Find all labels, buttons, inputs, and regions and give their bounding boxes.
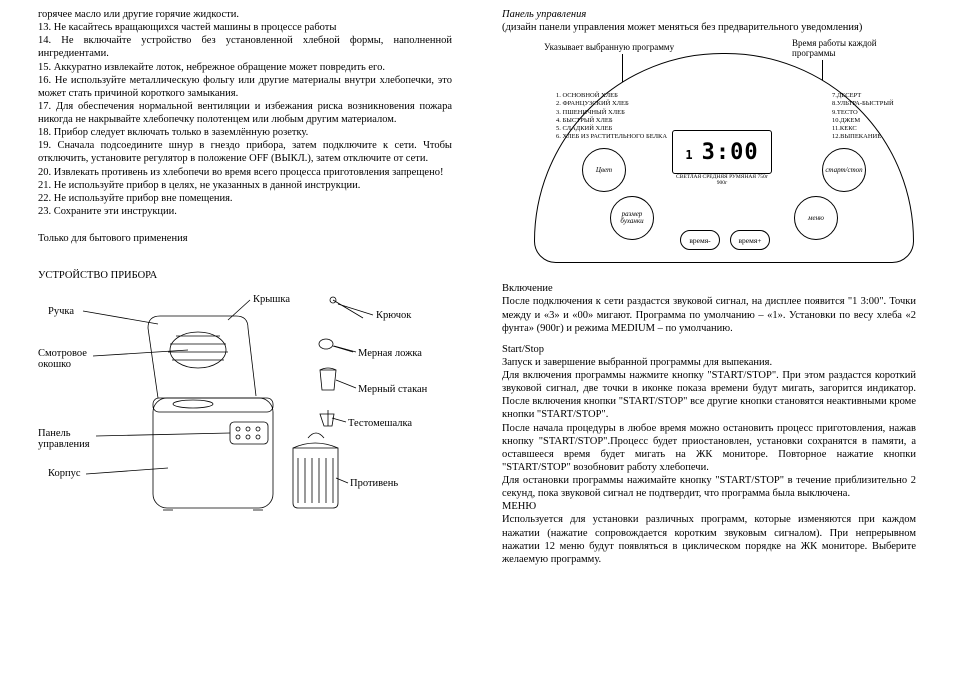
warn-17: 17. Для обеспечения нормальной вентиляци… (38, 100, 452, 126)
lcd-legend: СВЕТЛАЯ СРЕДНЯЯ РУМЯНАЯ 750г 900г (672, 174, 772, 186)
intro-line: горячее масло или другие горячие жидкост… (38, 8, 452, 21)
right-column: Панель управления (дизайн панели управле… (482, 8, 924, 667)
startstop-p4: Для остановки программы нажимайте кнопку… (502, 474, 916, 500)
warn-18: 18. Прибор следует включать только в заз… (38, 126, 452, 139)
warn-19: 19. Сначала подсоедините шнур в гнездо п… (38, 139, 452, 165)
startstop-p2: Для включения программы нажмите кнопку "… (502, 369, 916, 422)
time-plus-button[interactable]: время+ (730, 230, 770, 250)
callout-program: Указывает выбранную программу (544, 42, 674, 52)
program-list-left: 1. ОСНОВНОЙ ХЛЕБ 2. ФРАНЦУЗСКИЙ ХЛЕБ 3. … (556, 92, 667, 141)
startstop-p1: Запуск и завершение выбранной программы … (502, 356, 916, 369)
on-heading: Включение (502, 282, 916, 295)
callout-time: Время работы каждой программы (792, 38, 877, 58)
color-button[interactable]: Цвет (582, 148, 626, 192)
device-heading: УСТРОЙСТВО ПРИБОРА (38, 269, 452, 282)
lcd-time: 3:00 (702, 140, 759, 165)
warn-21: 21. Не используйте прибор в целях, не ук… (38, 179, 452, 192)
lcd-program-num: 1 (685, 148, 693, 162)
warn-13: 13. Не касайтесь вращающихся частей маши… (38, 21, 452, 34)
loaf-size-button[interactable]: размер буханки (610, 196, 654, 240)
time-minus-button[interactable]: время- (680, 230, 720, 250)
warn-20: 20. Извлекать противень из хлебопечи во … (38, 166, 452, 179)
warn-14: 14. Не включайте устройство без установл… (38, 34, 452, 60)
device-diagram: Ручка Смотровое окошко Панель управления… (38, 288, 452, 538)
warn-16: 16. Не используйте металлическую фольгу … (38, 74, 452, 100)
menu-button[interactable]: меню (794, 196, 838, 240)
warn-23: 23. Сохраните эти инструкции. (38, 205, 452, 218)
startstop-p3: После начала процедуры в любое время мож… (502, 422, 916, 475)
start-stop-button[interactable]: старт/стоп (822, 148, 866, 192)
lcd-display: 1 3:00 (672, 130, 772, 174)
control-panel-diagram: Указывает выбранную программу Время рабо… (502, 38, 916, 268)
warn-15: 15. Аккуратно извлекайте лоток, небрежно… (38, 61, 452, 74)
panel-subheading: (дизайн панели управления может меняться… (502, 21, 916, 34)
on-text: После подключения к сети раздастся звуко… (502, 295, 916, 334)
startstop-heading: Start/Stop (502, 343, 916, 356)
warn-22: 22. Не используйте прибор вне помещения. (38, 192, 452, 205)
panel-heading: Панель управления (502, 8, 916, 21)
menu-heading: МЕНЮ (502, 500, 916, 513)
left-column: горячее масло или другие горячие жидкост… (30, 8, 482, 667)
device-svg (38, 288, 468, 538)
program-list-right: 7.ДЕСЕРТ 8.УЛЬТРА-БЫСТРЫЙ 9.ТЕСТО 10.ДЖЕ… (832, 92, 894, 141)
menu-text: Используется для установки различных про… (502, 513, 916, 566)
domestic-note: Только для бытового применения (38, 232, 452, 245)
